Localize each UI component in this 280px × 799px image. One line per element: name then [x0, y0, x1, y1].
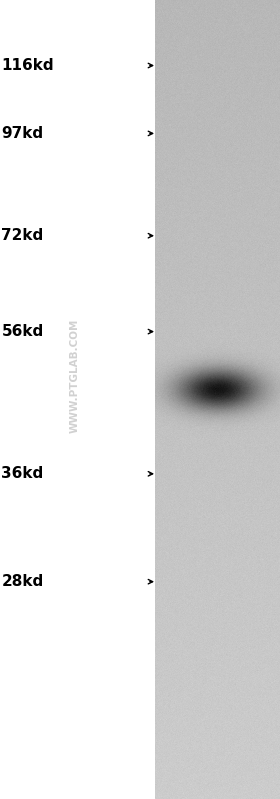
Text: 116kd: 116kd — [1, 58, 54, 73]
Text: 56kd: 56kd — [1, 324, 44, 339]
Text: 72kd: 72kd — [1, 229, 44, 243]
Text: 36kd: 36kd — [1, 467, 44, 481]
Text: WWW.PTGLAB.COM: WWW.PTGLAB.COM — [69, 318, 80, 433]
Text: 28kd: 28kd — [1, 574, 44, 589]
Text: 97kd: 97kd — [1, 126, 43, 141]
